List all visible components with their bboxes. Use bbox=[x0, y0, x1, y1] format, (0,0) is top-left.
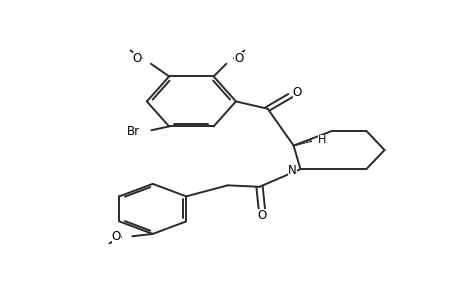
Text: N: N bbox=[287, 164, 296, 176]
Text: Br: Br bbox=[127, 125, 140, 138]
Text: O: O bbox=[112, 230, 121, 243]
Text: O: O bbox=[132, 52, 141, 65]
Text: O: O bbox=[234, 52, 243, 65]
Text: O: O bbox=[292, 86, 301, 99]
Text: O: O bbox=[257, 209, 266, 222]
Text: H: H bbox=[317, 135, 325, 145]
